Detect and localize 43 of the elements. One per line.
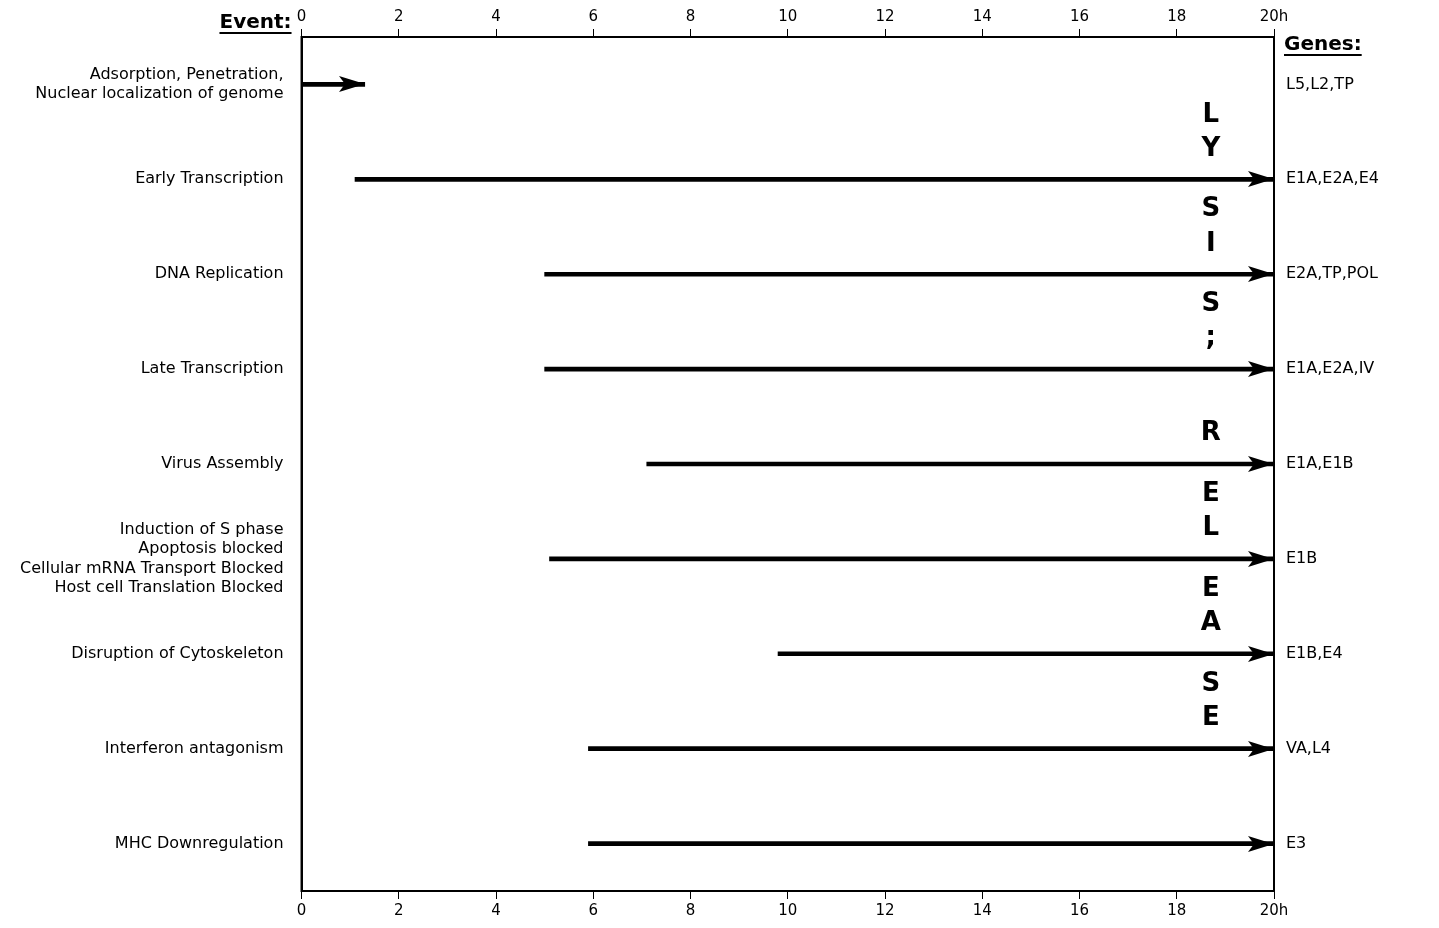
text: E1B,E4 xyxy=(1286,642,1343,662)
x2-tick-label: 6 xyxy=(588,900,599,919)
y-tick-label: MHC Downregulation xyxy=(114,832,284,852)
text: L5,L2,TP xyxy=(1286,73,1355,93)
x-tick-label: 8 xyxy=(685,6,696,25)
x2-tick-label: 8 xyxy=(685,900,696,919)
y-tick-label: Virus Assembly xyxy=(161,453,284,473)
y-tick-label: Early Transcription xyxy=(135,168,284,188)
y-tick-label: DNA Replication xyxy=(154,263,284,283)
text: E1A,E2A,E4 xyxy=(1286,168,1379,188)
x2-tick-label: 16 xyxy=(1069,900,1090,919)
y-axis-title: Event: xyxy=(219,9,292,34)
text: LYSIS; RELEASE xyxy=(1200,97,1221,732)
x-tick-label: 18 xyxy=(1167,6,1187,25)
y2-axis-title: Genes: xyxy=(1284,31,1362,56)
x-tick-label: 6 xyxy=(588,6,599,25)
x-tick-label: 20h xyxy=(1259,6,1289,25)
x2-tick-label: 12 xyxy=(875,900,895,919)
x2-tick-label: 4 xyxy=(491,900,501,919)
x-tick-label: 4 xyxy=(491,6,501,25)
x-tick-label: 10 xyxy=(778,6,798,25)
x-tick-label: 12 xyxy=(875,6,895,25)
x-tick-label: 2 xyxy=(394,6,404,25)
x2-tick-label: 0 xyxy=(296,900,307,919)
y-tick-label: Adsorption, Penetration, Nuclear localization of genome xyxy=(35,64,284,103)
x-tick-label: 14 xyxy=(972,6,992,25)
text: E1A,E2A,IV xyxy=(1286,358,1375,378)
x-tick-label: 0 xyxy=(296,6,307,25)
x2-tick-label: 18 xyxy=(1167,900,1187,919)
text: VA,L4 xyxy=(1286,737,1332,757)
x2-tick-label: 20h xyxy=(1259,900,1289,919)
text: E1A,E1B xyxy=(1286,453,1354,473)
x2-tick-label: 14 xyxy=(972,900,992,919)
x2-tick-label: 10 xyxy=(778,900,798,919)
y-tick-label: Disruption of Cytoskeleton xyxy=(71,642,284,662)
y-tick-label: Late Transcription xyxy=(140,358,284,378)
x2-tick-label: 2 xyxy=(394,900,404,919)
text: E3 xyxy=(1286,832,1307,852)
y-tick-label: Induction of S phase Apoptosis blocked Cellular mRNA Transport Blocked Host cell Translation Blocked xyxy=(20,519,284,596)
y-tick-label: Interferon antagonism xyxy=(104,737,284,757)
text: E1B xyxy=(1286,548,1318,568)
x-tick-label: 16 xyxy=(1069,6,1090,25)
text: E2A,TP,POL xyxy=(1286,263,1379,283)
